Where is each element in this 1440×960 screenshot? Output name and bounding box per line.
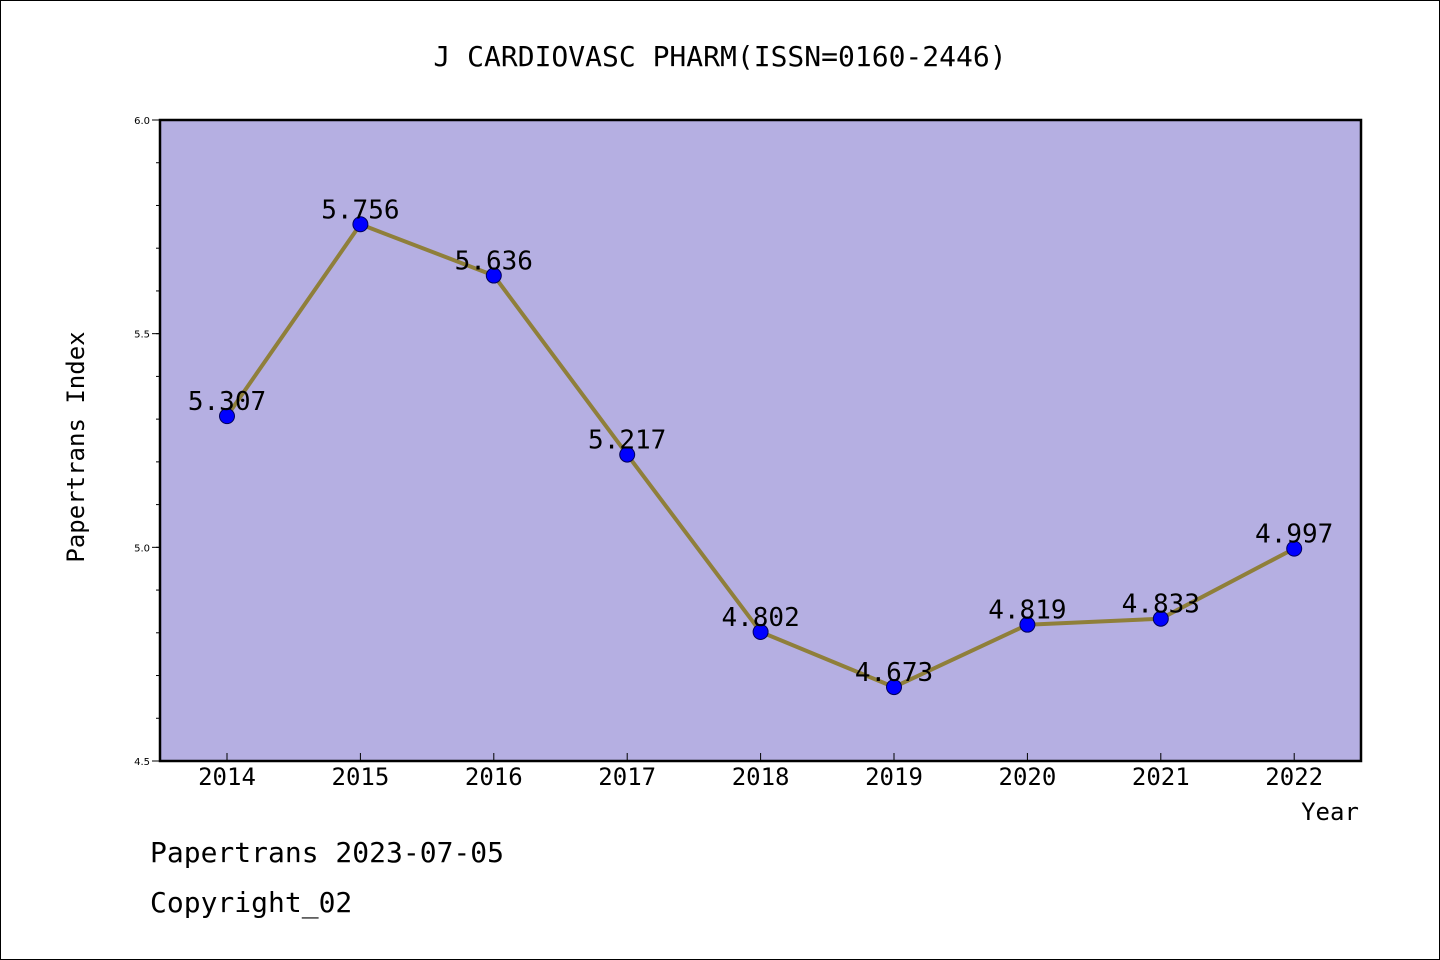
y-axis: 4.5 5.0 5.5 6.0 [134, 116, 160, 768]
x-tick-label: 2015 [332, 763, 390, 791]
x-tick-label: 2018 [732, 763, 790, 791]
x-tick-label: 2017 [598, 763, 656, 791]
x-tick-label: 2022 [1265, 763, 1323, 791]
data-point [352, 216, 369, 233]
y-tick-label: 6.0 [134, 116, 150, 127]
y-axis-label: Papertrans Index [62, 331, 90, 562]
y-tick-label: 4.5 [134, 757, 150, 768]
footer-date-stamp: Papertrans 2023-07-05 [150, 836, 505, 869]
series-markers [219, 216, 1303, 696]
x-axis-label: Year [1301, 798, 1359, 826]
data-point [219, 408, 235, 425]
data-label: 4.833 [1122, 590, 1200, 620]
data-label: 5.307 [188, 387, 266, 417]
data-point [1019, 616, 1036, 633]
x-tick-label: 2014 [198, 763, 256, 791]
y-tick-label: 5.0 [134, 543, 150, 554]
x-tick-label: 2020 [999, 763, 1057, 791]
data-point [485, 267, 502, 284]
data-label: 4.997 [1255, 520, 1333, 550]
data-point [886, 679, 902, 696]
x-tick-label: 2019 [865, 763, 923, 791]
x-tick-label: 2016 [465, 763, 523, 791]
data-label: 4.802 [721, 603, 799, 633]
data-labels: 5.307 5.756 5.636 5.217 4.802 4.673 4.819 4.833… [188, 195, 1333, 688]
data-label: 5.217 [588, 426, 666, 456]
data-point [1152, 610, 1169, 627]
x-axis: 2014 2015 2016 2017 2018 2019 2020 2021 2022 [198, 753, 1323, 791]
y-tick-label: 5.5 [134, 330, 150, 341]
data-label: 5.636 [455, 247, 533, 277]
data-point [1286, 540, 1303, 557]
data-point [752, 623, 769, 640]
data-label: 4.673 [855, 658, 933, 688]
chart-title: J CARDIOVASC PHARM(ISSN=0160-2446) [433, 40, 1006, 73]
footer-copyright: Copyright_02 [150, 886, 353, 919]
x-tick-label: 2021 [1132, 763, 1190, 791]
data-label: 5.756 [321, 195, 399, 225]
data-label: 4.819 [988, 596, 1066, 626]
data-point [619, 446, 636, 463]
